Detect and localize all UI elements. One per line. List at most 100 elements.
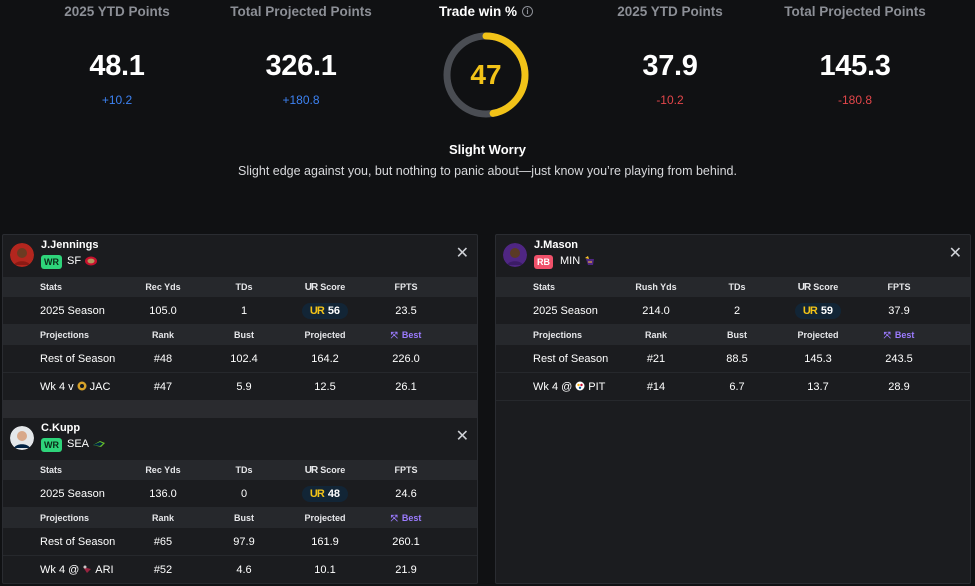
best-icon: ⤧ (390, 512, 398, 523)
week-row: Wk 4 @ ARI #52 4.6 10.1 21.9 (3, 556, 477, 584)
ros-row: Rest of Season #21 88.5 145.3 243.5 (496, 345, 970, 373)
player-header: C.Kupp WR SEA ✕ (3, 418, 477, 460)
give-ytd-points: 2025 YTD Points 48.1 +10.2 (42, 0, 192, 107)
close-icon[interactable]: ✕ (455, 245, 469, 262)
best-value: 226.0 (392, 352, 420, 365)
player-name[interactable]: C.Kupp (41, 422, 81, 434)
season-row: 2025 Season 105.0 1 UR 56 23.5 (3, 297, 477, 325)
week-row: Wk 4 @ PIT #14 6.7 13.7 28.9 (496, 373, 970, 401)
season-row: 2025 Season 136.0 0 UR 48 24.6 (3, 480, 477, 508)
stat-label: 2025 YTD Points (617, 4, 723, 19)
col-bust: Bust (234, 513, 254, 523)
bust-value: 4.6 (236, 563, 252, 576)
stats-header-row: Stats Rush Yds TDs UR Score FPTS (496, 277, 970, 297)
bust-value: 102.4 (230, 352, 258, 365)
col-stats: Stats (40, 282, 63, 292)
col-tds: TDs (235, 465, 253, 475)
col-projections: Projections (40, 330, 90, 340)
ur-logo-icon: UR (304, 464, 318, 476)
stat-delta: -10.2 (656, 93, 684, 107)
col-yards: Rush Yds (635, 282, 677, 292)
rank-value: #47 (153, 380, 173, 393)
team-abbr: MIN (560, 255, 581, 267)
player-name[interactable]: J.Mason (534, 239, 579, 251)
col-yards: Rec Yds (145, 282, 181, 292)
ros-row: Rest of Season #48 102.4 164.2 226.0 (3, 345, 477, 373)
best-value: 28.9 (888, 380, 910, 393)
col-best: ⤧ Best (390, 329, 422, 340)
projected-value: 164.2 (311, 352, 339, 365)
rank-value: #14 (646, 380, 666, 393)
col-bust: Bust (234, 330, 254, 340)
fpts-value: 24.6 (395, 487, 417, 500)
col-stats: Stats (533, 282, 556, 292)
col-bust: Bust (727, 330, 747, 340)
ur-score: UR 56 (285, 302, 365, 319)
season-row: 2025 Season 214.0 2 UR 59 37.9 (496, 297, 970, 325)
give-projected-points: Total Projected Points 326.1 +180.8 (226, 0, 376, 107)
projections-header-row: Projections Rank Bust Projected ⤧ Best (496, 325, 970, 345)
col-ur-score: UR Score (304, 281, 346, 293)
team-abbr: SEA (67, 438, 90, 450)
ros-row: Rest of Season #65 97.9 161.9 260.1 (3, 528, 477, 556)
best-icon: ⤧ (390, 329, 398, 340)
yards-value: 105.0 (149, 304, 177, 317)
col-best: ⤧ Best (390, 512, 422, 523)
info-icon[interactable]: i (522, 6, 534, 17)
col-best: ⤧ Best (883, 329, 915, 340)
col-fpts: FPTS (394, 465, 418, 475)
projections-header-row: Projections Rank Bust Projected ⤧ Best (3, 325, 477, 345)
player-card-kupp: C.Kupp WR SEA ✕ Stats Rec Yds TDs UR Scor… (3, 418, 477, 584)
close-icon[interactable]: ✕ (455, 428, 469, 445)
ur-logo-icon: UR (309, 487, 325, 500)
projected-value: 10.1 (314, 563, 336, 576)
trade-win-ring (443, 32, 529, 118)
col-projections: Projections (533, 330, 583, 340)
col-tds: TDs (235, 282, 253, 292)
yards-value: 214.0 (642, 304, 670, 317)
row-label: 2025 Season (40, 304, 105, 317)
stat-delta: -180.8 (837, 93, 873, 107)
player-header: J.Jennings WR SF ✕ (3, 235, 477, 277)
trade-win-value: 47 (470, 59, 502, 90)
stat-label: Total Projected Points (784, 4, 926, 19)
row-label: 2025 Season (533, 304, 598, 317)
bust-value: 6.7 (729, 380, 745, 393)
col-tds: TDs (728, 282, 746, 292)
stat-delta: +180.8 (282, 93, 320, 107)
rank-value: #65 (153, 535, 173, 548)
close-icon[interactable]: ✕ (948, 245, 962, 262)
player-name[interactable]: J.Jennings (41, 239, 99, 251)
position-badge: WR (41, 438, 62, 452)
col-stats: Stats (40, 465, 63, 475)
row-label: Rest of Season (533, 352, 609, 365)
player-avatar (10, 243, 34, 267)
bust-value: 97.9 (233, 535, 255, 548)
best-icon: ⤧ (883, 329, 891, 340)
tds-value: 0 (240, 487, 248, 500)
team-logo-icon (93, 441, 106, 447)
steelers-logo-icon (575, 381, 585, 390)
best-value: 26.1 (395, 380, 417, 393)
stats-header-row: Stats Rec Yds TDs UR Score FPTS (3, 460, 477, 480)
row-label: Wk 4 @ ARI (40, 563, 114, 576)
col-projected: Projected (797, 330, 839, 340)
tds-value: 1 (240, 304, 248, 317)
col-projected: Projected (304, 330, 346, 340)
rank-value: #52 (153, 563, 173, 576)
stat-delta: +10.2 (101, 93, 133, 107)
col-projections: Projections (40, 513, 90, 523)
best-value: 243.5 (885, 352, 913, 365)
jaguars-logo-icon (77, 381, 87, 390)
player-card-mason: J.Mason RB MIN ✕ Stats Rush Yds TDs UR Sc… (496, 235, 970, 401)
ur-logo-icon: UR (797, 281, 811, 293)
player-avatar (503, 243, 527, 267)
receive-ytd-points: 2025 YTD Points 37.9 -10.2 (595, 0, 745, 107)
best-value: 260.1 (392, 535, 420, 548)
receive-panel: J.Mason RB MIN ✕ Stats Rush Yds TDs UR Sc… (495, 234, 971, 584)
ur-logo-icon: UR (304, 281, 318, 293)
projected-value: 13.7 (807, 380, 829, 393)
row-label: 2025 Season (40, 487, 105, 500)
ur-score: UR 59 (778, 302, 858, 319)
verdict-description: Slight edge against you, but nothing to … (238, 164, 737, 178)
